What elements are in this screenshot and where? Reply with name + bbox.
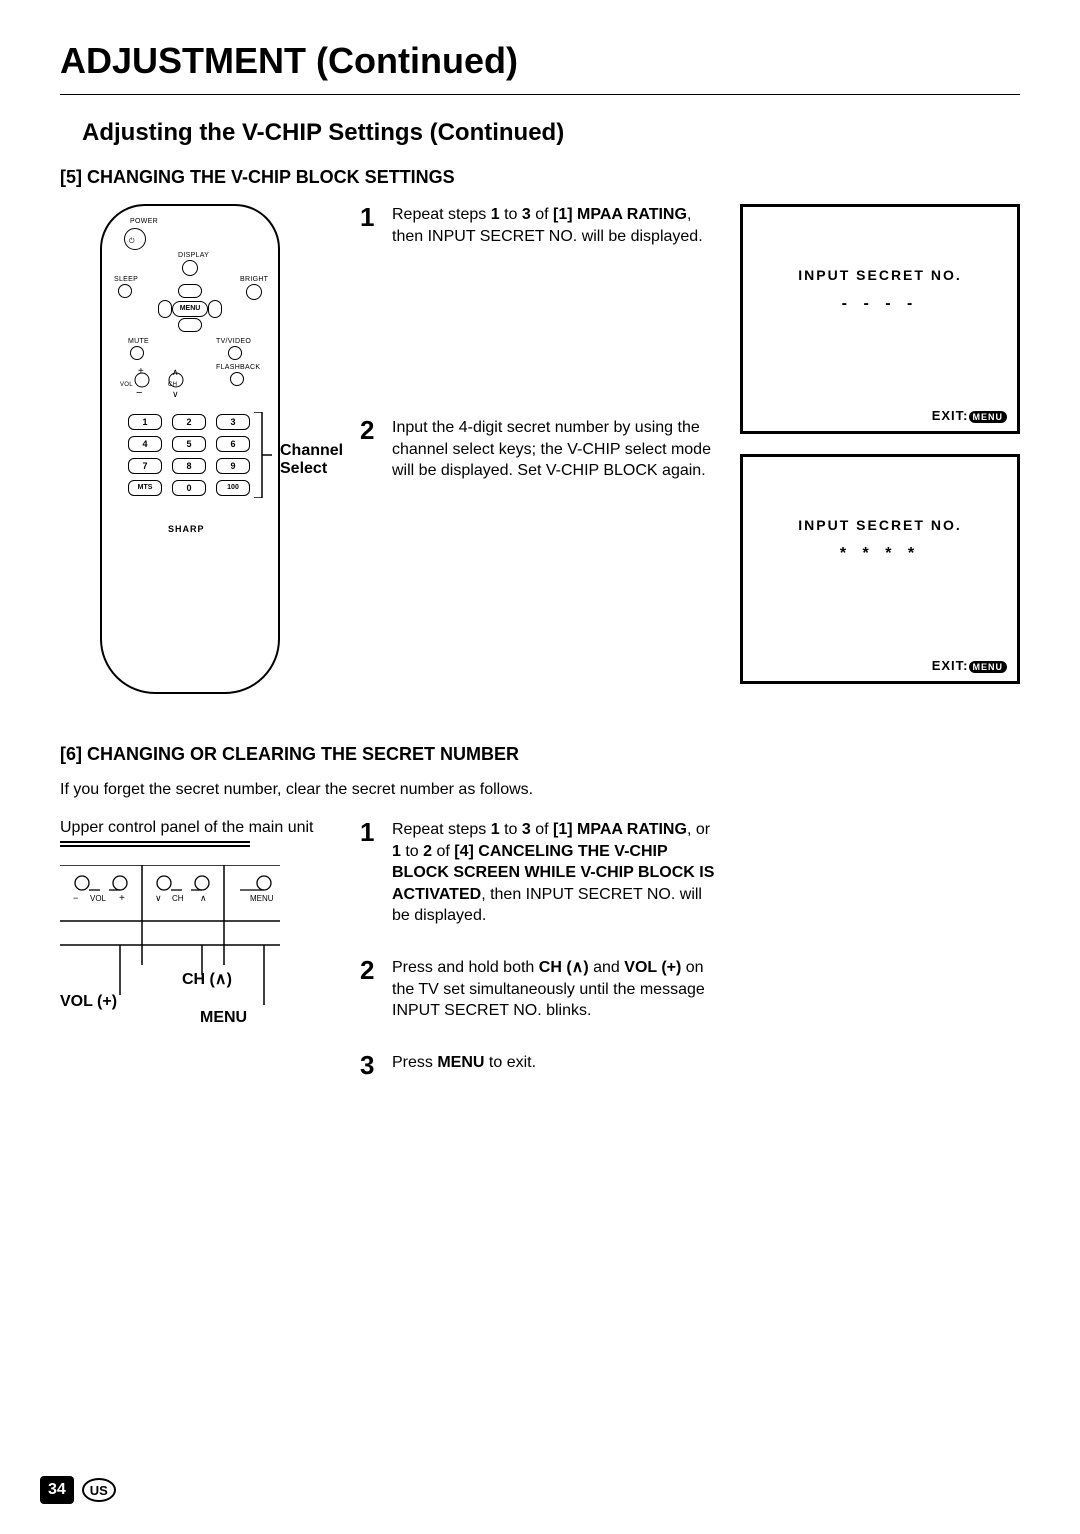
tvvideo-label: TV/VIDEO xyxy=(216,338,251,345)
osd-value: * * * * xyxy=(743,545,1017,563)
section-title: Adjusting the V-CHIP Settings (Continued… xyxy=(60,119,1020,147)
mute-label: MUTE xyxy=(128,338,149,345)
step-number: 1 xyxy=(360,204,380,230)
sec5-step1: 1 Repeat steps 1 to 3 of [1] MPAA RATING… xyxy=(360,204,720,247)
section5-heading: [5] CHANGING THE V-CHIP BLOCK SETTINGS xyxy=(60,167,1020,188)
step-number: 1 xyxy=(360,819,380,845)
section6-intro: If you forget the secret number, clear t… xyxy=(60,781,1020,799)
osd-title: INPUT SECRET NO. xyxy=(743,207,1017,283)
step-number: 2 xyxy=(360,417,380,443)
step-number: 3 xyxy=(360,1052,380,1078)
svg-text:∧: ∧ xyxy=(172,367,179,377)
svg-text:−: − xyxy=(73,893,78,903)
svg-text:⏻: ⏻ xyxy=(129,237,135,245)
step-text: Press MENU to exit. xyxy=(392,1052,536,1074)
sec5-step2: 2 Input the 4-digit secret number by usi… xyxy=(360,417,720,482)
sleep-label: SLEEP xyxy=(114,276,138,283)
step-text: Repeat steps 1 to 3 of [1] MPAA RATING, … xyxy=(392,819,720,927)
osd-value: - - - - xyxy=(743,295,1017,313)
sec6-step3: 3 Press MENU to exit. xyxy=(360,1052,720,1078)
vol-plus-label: VOL (+) xyxy=(60,993,117,1011)
svg-text:∧: ∧ xyxy=(200,893,207,903)
control-panel-illustration: − VOL + ∨ CH ∧ MENU CH (∧) xyxy=(60,865,320,1035)
osd-box-2: INPUT SECRET NO. * * * * EXIT:MENU xyxy=(740,454,1020,684)
flashback-label: FLASHBACK xyxy=(216,364,260,371)
svg-text:∨: ∨ xyxy=(155,893,162,903)
remote-illustration: POWER ⏻ DISPLAY SLEEP BRIGHT MENU MUTE T… xyxy=(60,204,320,704)
svg-text:MENU: MENU xyxy=(250,894,274,903)
region-badge: US xyxy=(82,1478,116,1502)
osd-exit: EXIT:MENU xyxy=(932,408,1007,423)
panel-caption: Upper control panel of the main unit xyxy=(60,819,340,837)
sec6-step1: 1 Repeat steps 1 to 3 of [1] MPAA RATING… xyxy=(360,819,720,927)
menu-badge-icon: MENU xyxy=(969,661,1008,673)
step-text: Repeat steps 1 to 3 of [1] MPAA RATING, … xyxy=(392,204,720,247)
step-text: Input the 4-digit secret number by using… xyxy=(392,417,720,482)
svg-text:+: + xyxy=(138,366,144,377)
section6-row: Upper control panel of the main unit − V… xyxy=(60,819,1020,1108)
menu-label: MENU xyxy=(200,1009,247,1027)
page-number: 34 xyxy=(40,1476,74,1504)
osd-title: INPUT SECRET NO. xyxy=(743,457,1017,533)
power-label: POWER xyxy=(130,218,158,225)
section5-row: POWER ⏻ DISPLAY SLEEP BRIGHT MENU MUTE T… xyxy=(60,204,1020,704)
step-text: Press and hold both CH (∧) and VOL (+) o… xyxy=(392,957,720,1022)
step-number: 2 xyxy=(360,957,380,983)
channel-select-callout: Channel Select xyxy=(280,442,360,477)
display-label: DISPLAY xyxy=(178,252,209,259)
bracket-icon xyxy=(254,412,274,498)
section6-heading: [6] CHANGING OR CLEARING THE SECRET NUMB… xyxy=(60,744,1020,765)
svg-text:+: + xyxy=(119,893,125,904)
svg-text:CH: CH xyxy=(172,894,184,903)
rocker-icon: + − ∧ ∨ xyxy=(128,364,208,398)
menu-button: MENU xyxy=(172,301,208,317)
double-underline-icon xyxy=(60,841,250,847)
brand-label: SHARP xyxy=(168,524,205,534)
ch-up-label: CH (∧) xyxy=(182,969,232,989)
osd-box-1: INPUT SECRET NO. - - - - EXIT:MENU xyxy=(740,204,1020,434)
divider xyxy=(60,94,1020,95)
menu-badge-icon: MENU xyxy=(969,411,1008,423)
page-footer: 34 US xyxy=(40,1476,116,1504)
sec6-step2: 2 Press and hold both CH (∧) and VOL (+)… xyxy=(360,957,720,1022)
svg-text:∨: ∨ xyxy=(172,389,179,398)
bright-label: BRIGHT xyxy=(240,276,268,283)
document-title: ADJUSTMENT (Continued) xyxy=(60,40,1020,82)
svg-text:−: − xyxy=(136,387,142,398)
vol-text: VOL xyxy=(90,894,107,903)
osd-exit: EXIT:MENU xyxy=(932,658,1007,673)
